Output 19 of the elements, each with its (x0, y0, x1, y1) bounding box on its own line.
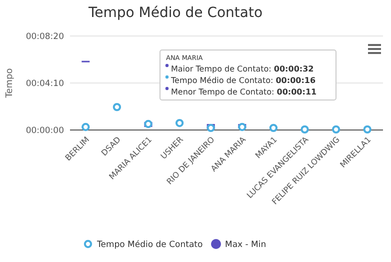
point (332, 125, 340, 134)
point (300, 125, 309, 134)
y-tick-label: 00:04:10 (26, 79, 64, 89)
annotation: Tempo Médio de Contato: 00:00:16 (170, 76, 316, 85)
point (363, 125, 372, 134)
y-tick-label: 00:00:00 (26, 126, 64, 136)
point (82, 122, 90, 132)
point (175, 118, 184, 128)
point (206, 124, 215, 132)
chart-title: Tempo Médio de Contato (87, 5, 263, 21)
point (112, 102, 122, 112)
annotation: Maior Tempo de Contato: 00:00:32 (171, 64, 314, 74)
legend-label: Tempo Médio de Contato (96, 240, 203, 250)
y-axis-title: Tempo (5, 68, 15, 99)
point (269, 124, 278, 132)
annotation: Menor Tempo de Contato: 00:00:11 (171, 88, 318, 96)
y-tick-label: 00:08:20 (26, 32, 64, 42)
point (238, 122, 246, 132)
legend-label: Max - Min (225, 240, 266, 250)
